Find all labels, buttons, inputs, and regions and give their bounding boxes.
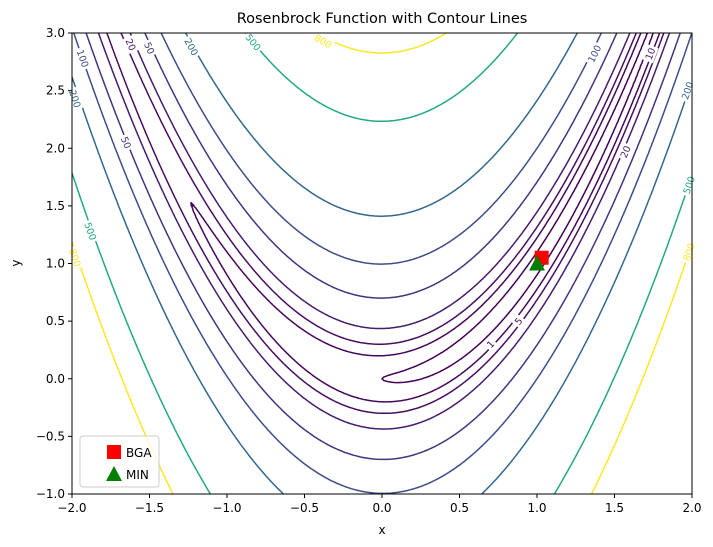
contour-label: 50 — [118, 135, 133, 150]
contour-label: 50 — [141, 41, 156, 57]
contour-level-5 — [190, 33, 661, 403]
y-axis-ticks: −1.0 −0.5 0.0 0.5 1.0 1.5 2.0 2.5 3.0 — [36, 26, 72, 501]
contour-lines — [72, 33, 692, 494]
y-tick-label: 2.0 — [46, 141, 65, 155]
x-axis-ticks: −2.0 −1.5 −1.0 −0.5 0.0 0.5 1.0 1.5 2.0 — [57, 494, 702, 515]
contour-label-bg — [310, 30, 336, 52]
y-tick-label: 1.5 — [46, 199, 65, 213]
legend-bga-label: BGA — [126, 446, 152, 460]
contour-label-bg — [679, 172, 699, 198]
x-tick-label: −2.0 — [57, 501, 86, 515]
x-tick-label: 1.0 — [527, 501, 546, 515]
contour-label-bg — [122, 34, 140, 55]
contour-label-bg — [65, 86, 85, 112]
marker-min — [529, 255, 545, 271]
y-tick-label: 2.5 — [46, 84, 65, 98]
contour-label-bg — [65, 245, 85, 271]
contour-level-50 — [85, 33, 681, 461]
contour-label-group: 20 — [122, 34, 140, 55]
contour-label: 5 — [513, 316, 525, 327]
contour-label-bg — [73, 46, 93, 71]
legend-min-swatch — [106, 466, 122, 481]
x-tick-label: −0.5 — [290, 501, 319, 515]
contour-level-10 — [106, 33, 665, 415]
y-tick-label: −1.0 — [36, 487, 65, 501]
chart-title: Rosenbrock Function with Contour Lines — [237, 11, 528, 27]
contour-label-bg — [81, 218, 100, 244]
contour-label-bg — [482, 336, 499, 352]
x-axis-label: x — [378, 523, 385, 537]
contour-label-bg — [584, 41, 605, 67]
contour-label-group: 5 — [510, 313, 527, 329]
x-tick-label: 0.0 — [372, 501, 391, 515]
y-axis-label: y — [9, 259, 23, 266]
contour-label-bg — [241, 29, 265, 55]
contour-label-bg — [180, 34, 202, 60]
contour-label-group: 50 — [140, 38, 159, 58]
x-tick-label: −1.0 — [212, 501, 241, 515]
contour-label-group: 20 — [616, 141, 635, 162]
contour-level-100 — [73, 33, 692, 494]
contour-level-20 — [97, 33, 671, 430]
x-tick-label: −1.5 — [135, 501, 164, 515]
legend-bga-swatch — [107, 445, 121, 459]
legend-box — [79, 435, 160, 488]
contour-label-group: 1 — [482, 336, 499, 352]
contour-label-bg — [679, 239, 699, 265]
legend-min-label: MIN — [126, 468, 149, 482]
contour-label-bg — [140, 38, 159, 58]
contour-label: 20 — [123, 37, 138, 52]
x-tick-label: 2.0 — [682, 501, 701, 515]
contour-label: 20 — [619, 144, 634, 159]
y-tick-label: 1.0 — [46, 257, 65, 271]
contour-level-1 — [381, 33, 654, 384]
y-tick-label: −0.5 — [36, 429, 65, 443]
x-tick-label: 1.5 — [605, 501, 624, 515]
contour-label-bg — [641, 44, 659, 64]
legend: BGA MIN — [79, 435, 160, 488]
contour-label-bg — [510, 313, 527, 329]
contour-label-group: 10 — [641, 44, 659, 64]
contour-label-bg — [616, 141, 635, 162]
y-tick-label: 0.5 — [46, 314, 65, 328]
y-tick-label: 3.0 — [46, 26, 65, 40]
contour-label-group: 50 — [117, 132, 135, 153]
contour-level-500 — [72, 33, 692, 494]
x-tick-label: 0.5 — [450, 501, 469, 515]
contour-label: 10 — [644, 46, 659, 61]
y-tick-label: 0.0 — [46, 372, 65, 386]
point-markers — [529, 250, 549, 271]
contour-label-bg — [117, 132, 135, 153]
